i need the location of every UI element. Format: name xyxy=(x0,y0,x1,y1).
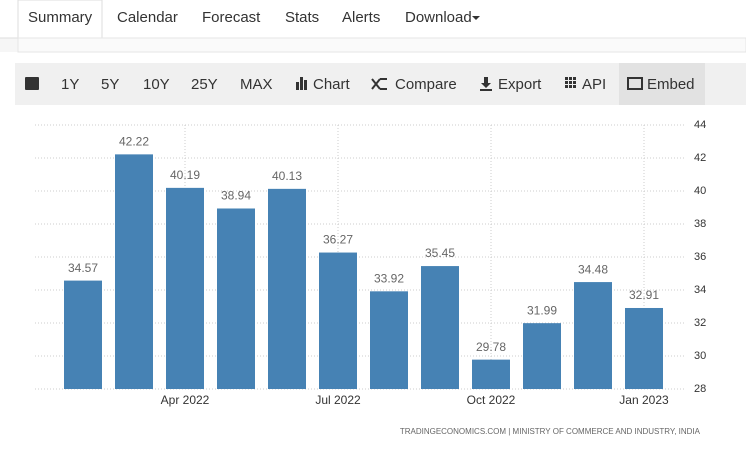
tab[interactable]: Alerts xyxy=(342,9,380,26)
bar xyxy=(319,252,357,389)
x-tick-label: Apr 2022 xyxy=(161,393,210,407)
bar xyxy=(421,266,459,389)
y-tick-label: 34 xyxy=(694,284,706,296)
toolbar-button[interactable]: Compare xyxy=(395,76,457,93)
bar xyxy=(370,291,408,389)
value-label: 29.78 xyxy=(476,340,506,354)
bar xyxy=(574,282,612,389)
value-label: 35.45 xyxy=(425,246,455,260)
toolbar-button[interactable]: MAX xyxy=(240,76,273,93)
tab[interactable]: Calendar xyxy=(117,9,178,26)
chart-icon xyxy=(304,80,307,90)
caret xyxy=(472,16,480,20)
bar xyxy=(64,280,102,389)
icons xyxy=(25,16,643,91)
tab[interactable]: Summary xyxy=(28,9,93,26)
bar xyxy=(472,359,510,389)
toolbar-button[interactable]: Embed xyxy=(647,76,695,93)
y-tick-label: 42 xyxy=(694,152,706,164)
value-label: 40.19 xyxy=(170,168,200,182)
tab[interactable]: Stats xyxy=(285,9,319,26)
chart-icon xyxy=(296,82,299,90)
value-label: 31.99 xyxy=(527,303,557,317)
bar xyxy=(268,188,306,389)
bar xyxy=(115,154,153,389)
value-label: 38.94 xyxy=(221,189,251,203)
value-label: 42.22 xyxy=(119,135,149,149)
y-tick-label: 30 xyxy=(694,350,706,362)
embed-highlight xyxy=(619,63,705,105)
toolbar-button[interactable]: Export xyxy=(498,76,542,93)
y-tick-label: 44 xyxy=(694,119,706,131)
calendar-icon xyxy=(25,77,39,90)
toolbar-button[interactable]: Chart xyxy=(313,76,351,93)
compare-icon xyxy=(371,78,387,90)
chart-icon xyxy=(300,77,303,90)
y-tick-label: 28 xyxy=(694,383,706,395)
toolbar-button[interactable]: 10Y xyxy=(143,76,170,93)
y-tick-label: 38 xyxy=(694,218,706,230)
toolbar-button[interactable]: 5Y xyxy=(101,76,119,93)
toolbar-button[interactable]: API xyxy=(582,76,606,93)
tab[interactable]: Forecast xyxy=(202,9,261,26)
x-tick-label: Jul 2022 xyxy=(315,393,361,407)
embed-icon xyxy=(627,77,643,90)
export-icon xyxy=(480,77,492,91)
source: TRADINGECONOMICS.COM | MINISTRY OF COMME… xyxy=(400,427,701,436)
x-tick-label: Oct 2022 xyxy=(467,393,516,407)
y-tick-label: 40 xyxy=(694,185,706,197)
sub-box xyxy=(17,37,746,53)
value-label: 34.57 xyxy=(68,261,98,275)
toolbar-button[interactable]: 1Y xyxy=(61,76,79,93)
tab[interactable]: Download xyxy=(405,9,472,26)
value-label: 33.92 xyxy=(374,271,404,285)
y-tick-label: 36 xyxy=(694,251,706,263)
value-label: 40.13 xyxy=(272,169,302,183)
x-tick-label: Jan 2023 xyxy=(619,393,669,407)
value-label: 32.91 xyxy=(629,288,659,302)
y-tick-label: 32 xyxy=(694,317,706,329)
value-label: 36.27 xyxy=(323,233,353,247)
bar xyxy=(217,208,255,389)
bar xyxy=(625,307,663,389)
active-tab xyxy=(17,0,103,40)
bar xyxy=(166,187,204,389)
api-icon xyxy=(565,77,576,88)
value-label: 34.48 xyxy=(578,262,608,276)
toolbar-button[interactable]: 25Y xyxy=(191,76,218,93)
bar xyxy=(523,323,561,389)
